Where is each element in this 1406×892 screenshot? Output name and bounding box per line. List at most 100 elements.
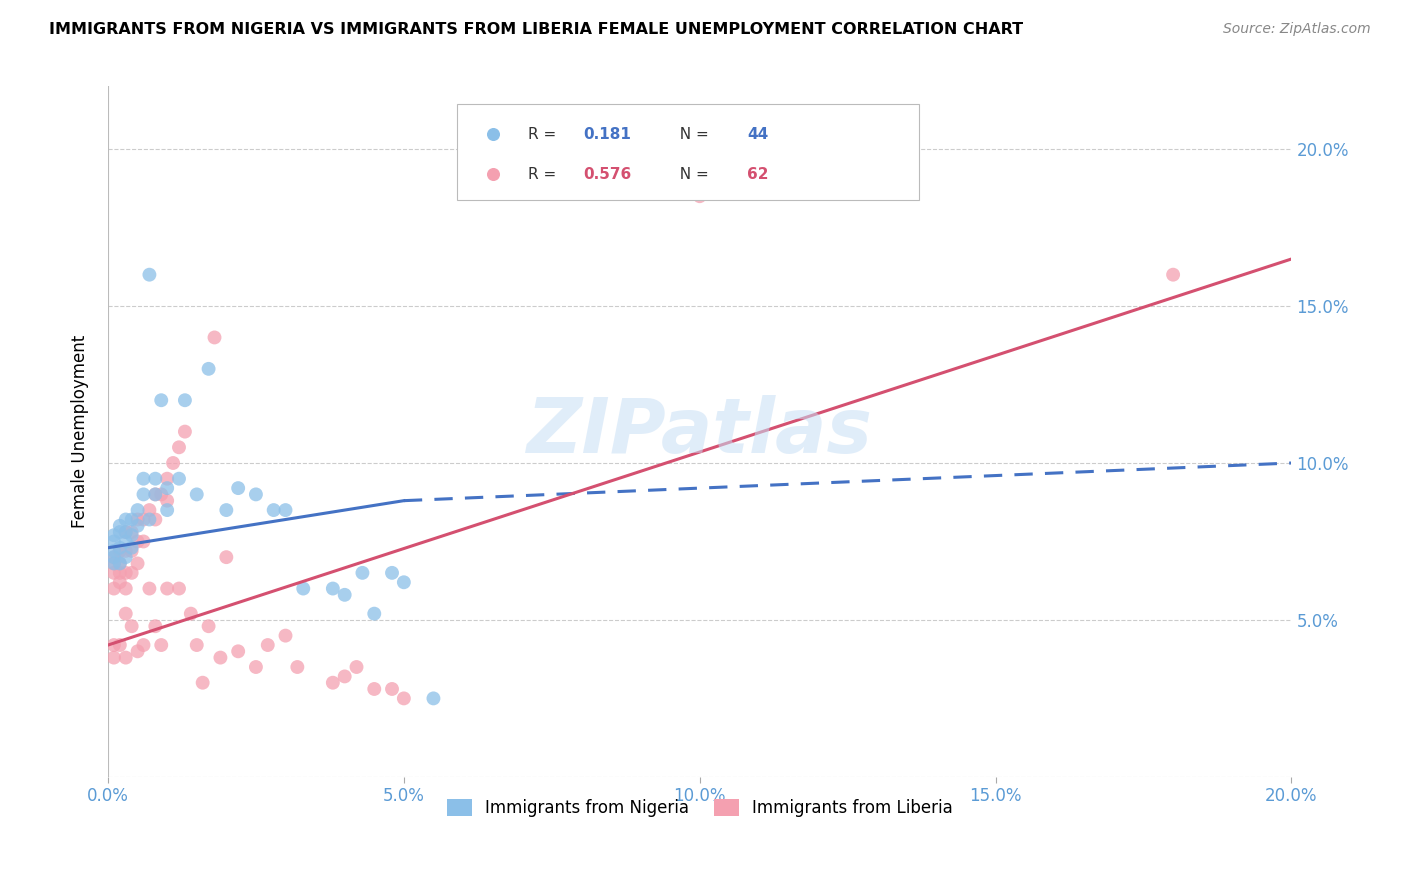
Legend: Immigrants from Nigeria, Immigrants from Liberia: Immigrants from Nigeria, Immigrants from… [440, 792, 960, 824]
Point [256, 638, 278, 652]
Point [114, 512, 136, 526]
Point [121, 566, 143, 580]
Point [167, 440, 190, 454]
Point [197, 619, 219, 633]
Point [245, 487, 267, 501]
Point [132, 472, 155, 486]
Point [322, 582, 344, 596]
Point [114, 650, 136, 665]
Point [121, 512, 143, 526]
Point [103, 650, 125, 665]
Point [114, 544, 136, 558]
Point [103, 638, 125, 652]
Point [150, 393, 173, 408]
Point [143, 619, 166, 633]
Text: R =: R = [529, 167, 561, 182]
Point [333, 588, 356, 602]
Text: N =: N = [671, 127, 714, 142]
Point [292, 582, 315, 596]
Point [263, 503, 285, 517]
Point [167, 472, 190, 486]
Point [156, 503, 179, 517]
Point [422, 691, 444, 706]
Point [127, 557, 149, 571]
Point [114, 534, 136, 549]
Point [138, 512, 160, 526]
Point [285, 660, 308, 674]
Point [127, 503, 149, 517]
Point [381, 566, 404, 580]
Point [114, 582, 136, 596]
Point [121, 544, 143, 558]
Point [108, 524, 131, 539]
Text: Source: ZipAtlas.com: Source: ZipAtlas.com [1223, 22, 1371, 37]
Point [346, 660, 368, 674]
Point [363, 607, 385, 621]
Point [132, 512, 155, 526]
Point [689, 189, 711, 203]
Text: R =: R = [529, 127, 561, 142]
Point [143, 472, 166, 486]
Point [143, 487, 166, 501]
Point [108, 544, 131, 558]
Point [381, 681, 404, 696]
Point [186, 638, 208, 652]
FancyBboxPatch shape [457, 103, 918, 201]
Point [392, 691, 415, 706]
Point [138, 268, 160, 282]
Text: 0.181: 0.181 [583, 127, 631, 142]
Point [333, 669, 356, 683]
Point [352, 566, 374, 580]
Point [127, 534, 149, 549]
Point [103, 557, 125, 571]
Point [108, 566, 131, 580]
Point [127, 512, 149, 526]
Point [132, 638, 155, 652]
Point [162, 456, 184, 470]
Point [108, 518, 131, 533]
Point [156, 481, 179, 495]
Point [215, 503, 238, 517]
Point [138, 503, 160, 517]
Point [114, 524, 136, 539]
Point [114, 607, 136, 621]
Point [103, 566, 125, 580]
Point [274, 503, 297, 517]
Point [121, 619, 143, 633]
Point [392, 575, 415, 590]
Point [226, 644, 249, 658]
Point [127, 644, 149, 658]
Point [121, 528, 143, 542]
Point [143, 512, 166, 526]
Point [180, 607, 202, 621]
Point [150, 487, 173, 501]
Text: 44: 44 [747, 127, 768, 142]
Point [103, 544, 125, 558]
Point [322, 675, 344, 690]
Point [114, 550, 136, 565]
Point [174, 393, 197, 408]
Point [114, 524, 136, 539]
Point [197, 361, 219, 376]
Text: ZIPatlas: ZIPatlas [527, 394, 873, 468]
Point [226, 481, 249, 495]
Point [174, 425, 197, 439]
Point [103, 550, 125, 565]
Point [138, 582, 160, 596]
Point [156, 472, 179, 486]
Point [143, 487, 166, 501]
Point [108, 638, 131, 652]
Point [274, 629, 297, 643]
Point [363, 681, 385, 696]
Point [156, 493, 179, 508]
Point [108, 557, 131, 571]
Point [186, 487, 208, 501]
Point [132, 487, 155, 501]
Point [103, 534, 125, 549]
Point [121, 541, 143, 555]
Point [121, 524, 143, 539]
Point [167, 582, 190, 596]
Text: 0.576: 0.576 [583, 167, 631, 182]
Point [150, 638, 173, 652]
Point [114, 566, 136, 580]
